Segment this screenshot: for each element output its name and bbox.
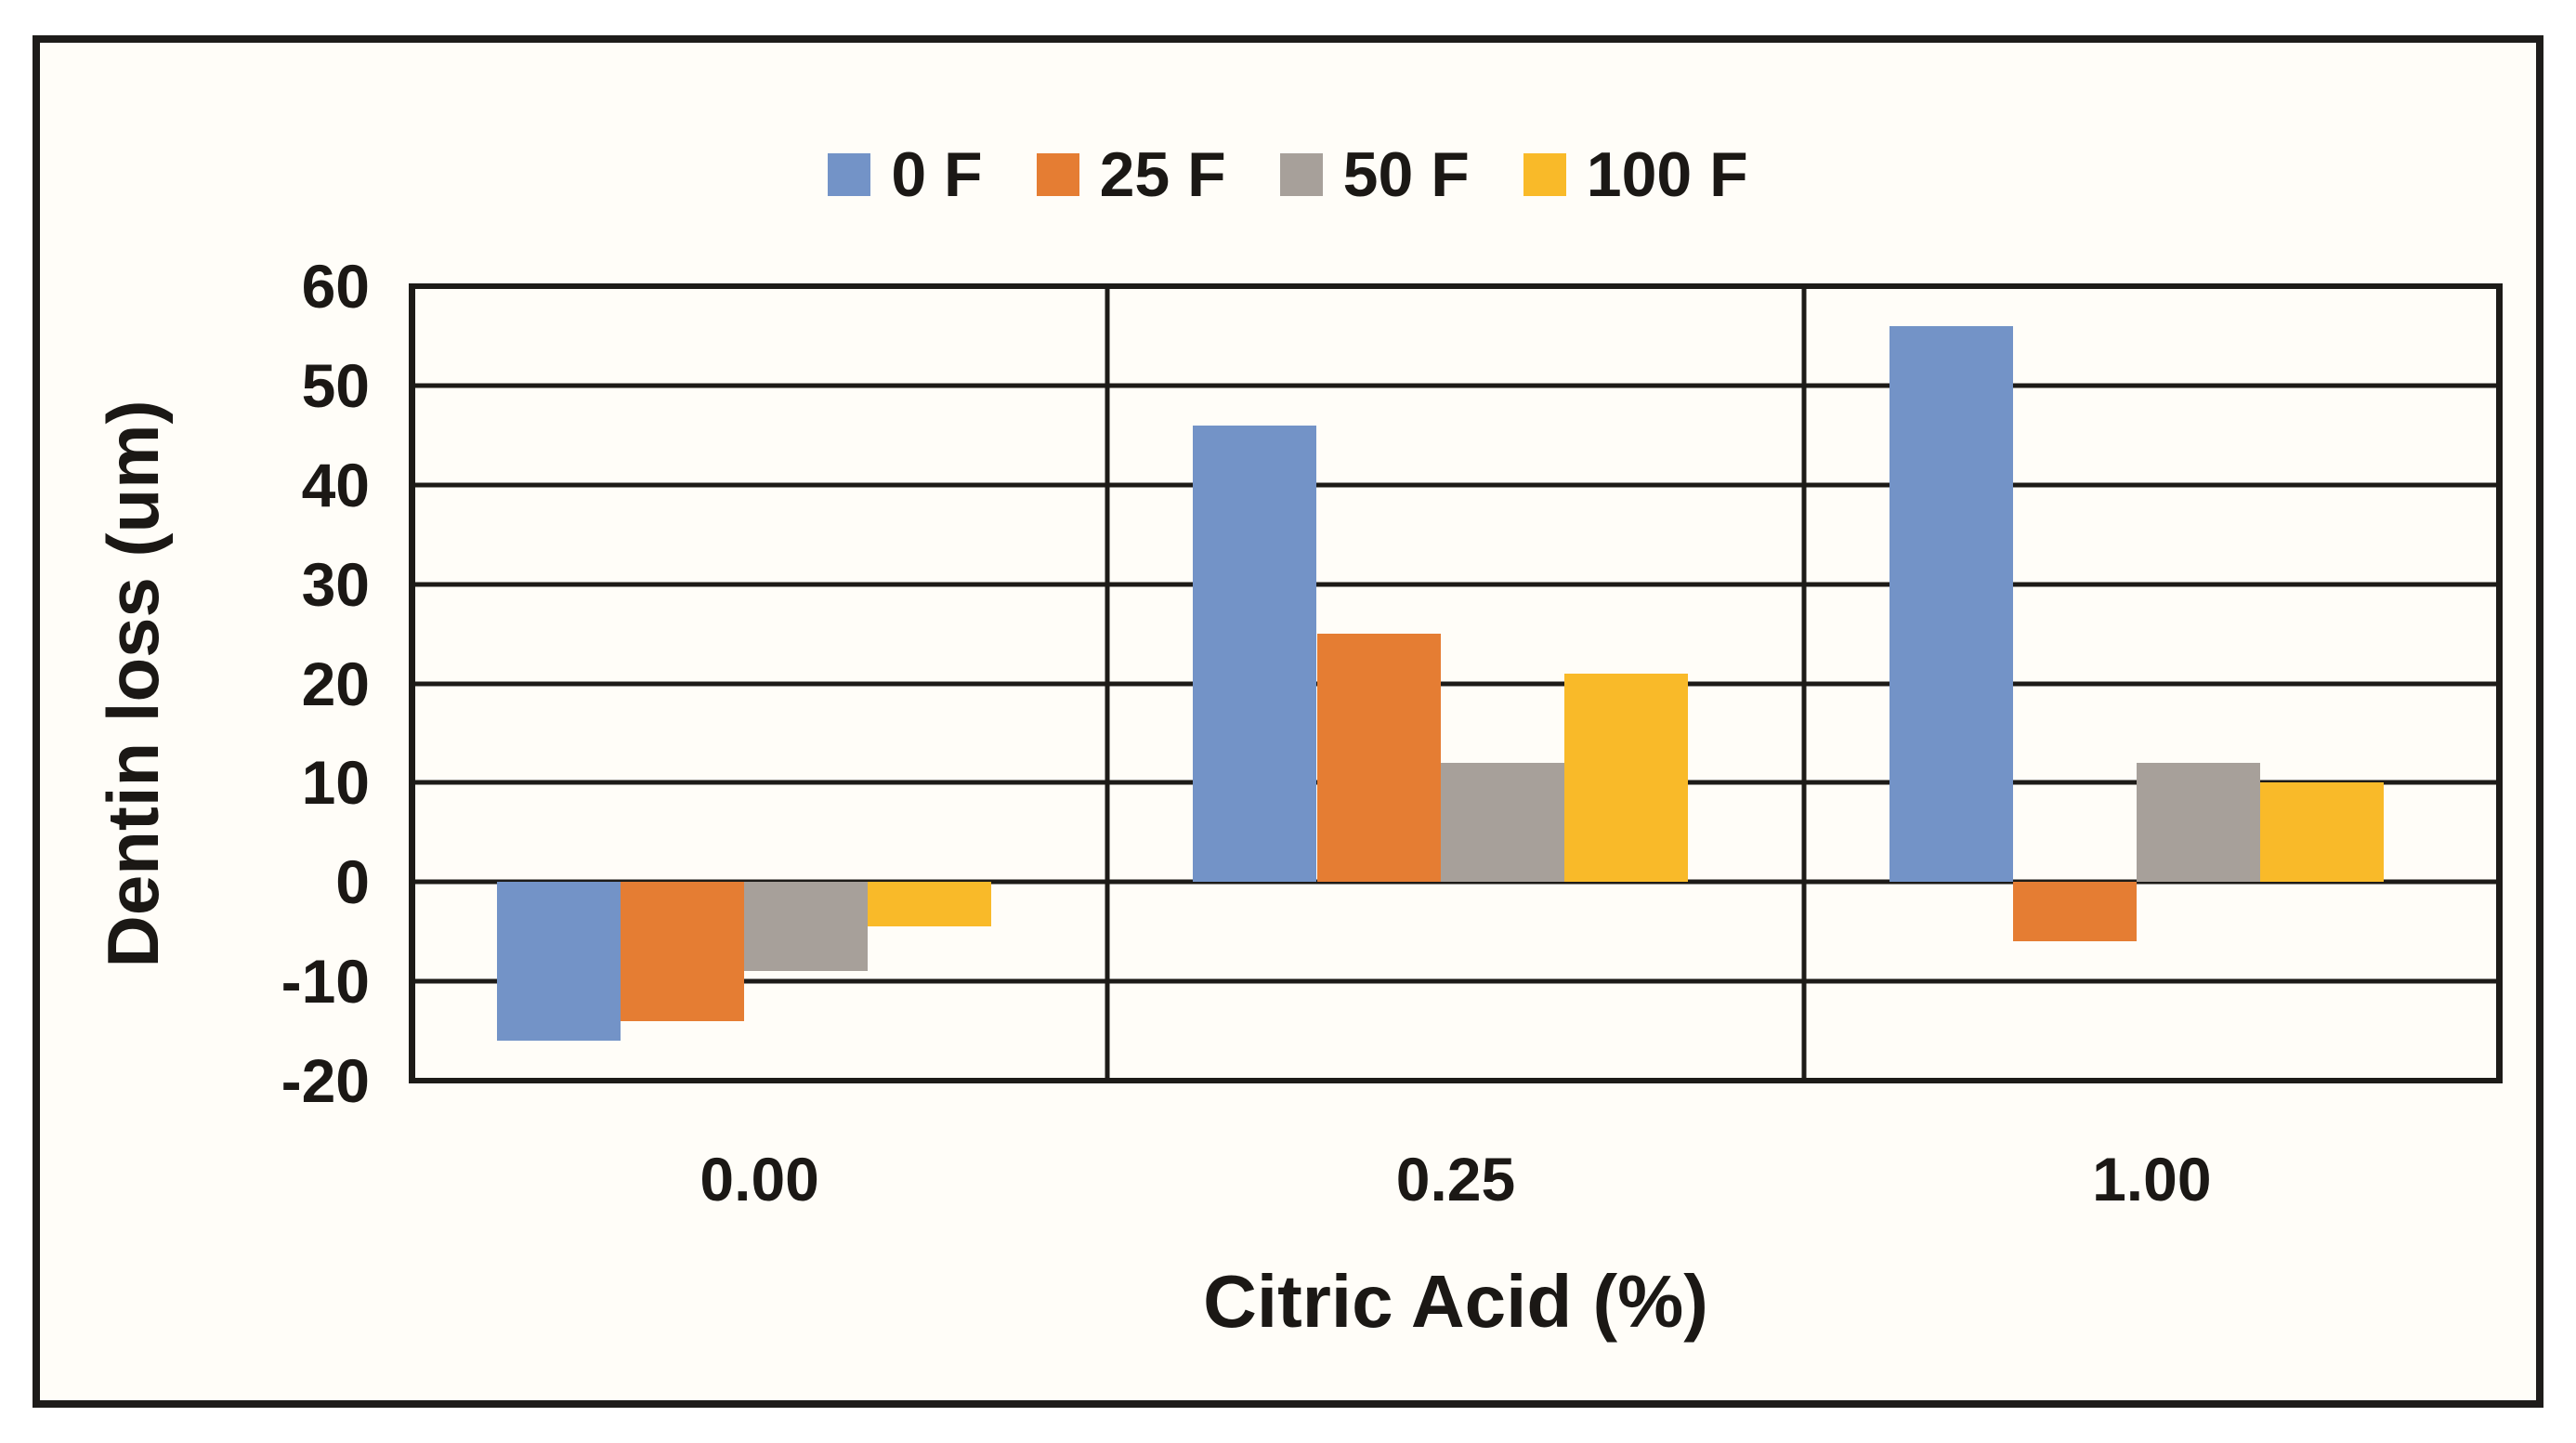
bar-25F-1.00 — [2012, 882, 2137, 942]
figure-frame: 0 F 25 F 50 F 100 F Dentin loss (um) 60 50 40… — [33, 35, 2543, 1408]
legend-swatch-0F — [828, 153, 871, 196]
legend-label: 50 F — [1342, 139, 1470, 210]
legend-label: 0 F — [891, 139, 983, 210]
bar-50F-1.00 — [2136, 763, 2260, 883]
bar-100F-0.25 — [1563, 673, 1688, 883]
bar-0F-0.00 — [497, 882, 621, 1042]
gridline — [412, 383, 2500, 388]
legend-label: 100 F — [1586, 139, 1748, 210]
y-tick-label: 10 — [301, 748, 370, 818]
legend-swatch-50F — [1279, 153, 1323, 196]
gridline — [412, 978, 2500, 984]
gridline — [412, 482, 2500, 488]
x-axis-title: Citric Acid (%) — [1203, 1260, 1708, 1343]
x-category-label: 0.25 — [1395, 1145, 1516, 1213]
bar-50F-0.25 — [1440, 763, 1564, 883]
gridline — [412, 582, 2500, 587]
legend-item-50F: 50 F — [1279, 139, 1470, 210]
category-panel-1.00 — [1804, 286, 2500, 1081]
bar-100F-1.00 — [2259, 782, 2384, 883]
y-axis-ticks: 60 50 40 30 20 10 0 -10 -20 — [40, 256, 370, 1111]
bar-100F-0.00 — [868, 882, 992, 927]
legend-label: 25 F — [1099, 139, 1226, 210]
y-tick-label: 30 — [301, 549, 370, 619]
plot-border-bottom — [412, 1078, 2500, 1083]
category-separator — [1105, 286, 1110, 1081]
legend-item-0F: 0 F — [828, 139, 983, 210]
gridline — [412, 681, 2500, 686]
y-tick-label: -10 — [281, 947, 370, 1017]
chart-legend: 0 F 25 F 50 F 100 F — [40, 143, 2536, 206]
y-tick-label: 0 — [335, 847, 370, 917]
category-panel-0.00 — [412, 286, 1107, 1081]
bar-0F-0.25 — [1193, 425, 1317, 883]
plot-border-right — [2496, 283, 2503, 1083]
y-tick-label: 50 — [301, 350, 370, 420]
legend-item-100F: 100 F — [1523, 143, 1748, 206]
bar-25F-0.00 — [621, 882, 745, 1021]
plot-area — [409, 283, 2503, 1083]
category-separator — [1801, 286, 1807, 1081]
plot-border-left — [409, 283, 415, 1083]
bar-25F-0.25 — [1316, 634, 1441, 883]
legend-item-25F: 25 F — [1036, 139, 1226, 210]
gridline — [412, 879, 2500, 885]
y-tick-label: 60 — [301, 252, 370, 321]
y-tick-label: 40 — [301, 450, 370, 519]
x-category-label: 1.00 — [2092, 1145, 2212, 1213]
x-category-label: 0.00 — [700, 1145, 819, 1213]
category-panel-0.25 — [1107, 286, 1803, 1081]
x-axis-labels: 0.00 0.25 1.00 — [412, 1148, 2500, 1223]
plot-border-top — [412, 283, 2500, 289]
y-tick-label: 20 — [301, 649, 370, 718]
y-tick-label: -20 — [281, 1046, 370, 1115]
legend-swatch-100F — [1523, 153, 1566, 196]
bar-50F-0.00 — [744, 882, 869, 972]
bar-0F-1.00 — [1889, 325, 2013, 883]
legend-swatch-25F — [1036, 153, 1079, 196]
